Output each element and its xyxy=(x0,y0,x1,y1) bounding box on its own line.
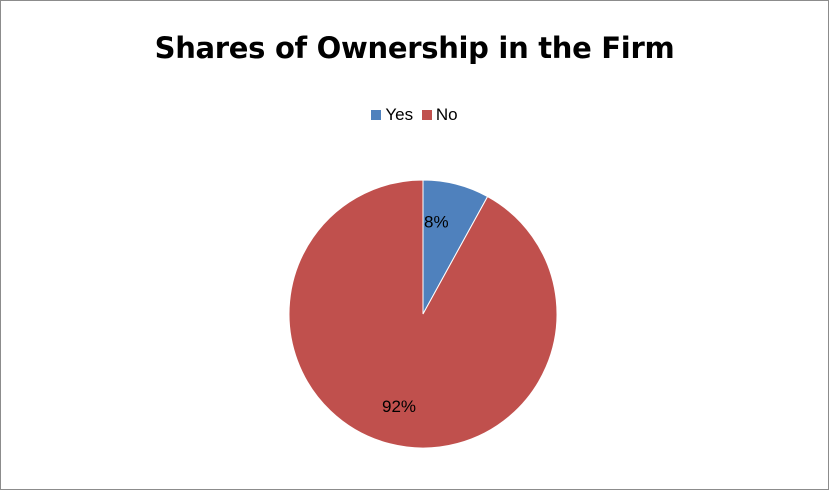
pie-slice-no xyxy=(288,179,558,449)
legend-label-yes: Yes xyxy=(385,105,414,124)
legend-swatch-no xyxy=(421,110,432,120)
legend-swatch-yes xyxy=(371,110,382,120)
legend-item-yes: Yes xyxy=(371,105,413,125)
chart-title: Shares of Ownership in the Firm xyxy=(154,31,675,65)
data-label-yes: 8% xyxy=(424,213,449,232)
chart-legend: Yes No xyxy=(1,105,828,125)
legend-item-no: No xyxy=(421,105,458,125)
data-label-no: 92% xyxy=(382,397,416,416)
legend-label-no: No xyxy=(435,105,458,124)
